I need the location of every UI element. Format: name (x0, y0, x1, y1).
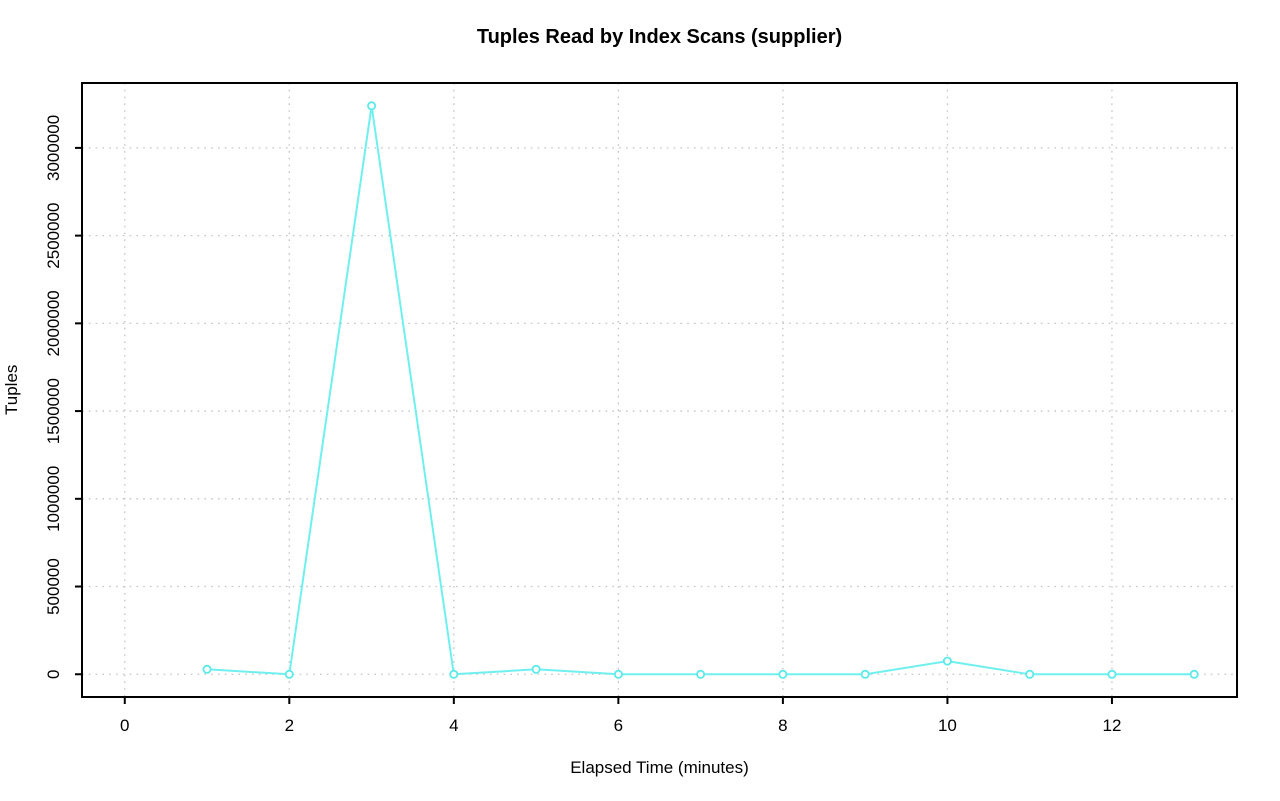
data-point-marker (778, 669, 788, 679)
y-tick-label: 2500000 (44, 203, 63, 269)
x-tick-label: 8 (778, 716, 787, 735)
y-tick-label: 1000000 (44, 466, 63, 532)
x-axis-label: Elapsed Time (minutes) (570, 758, 749, 777)
data-point-marker (284, 669, 294, 679)
data-point-marker (449, 669, 459, 679)
x-tick-label: 4 (449, 716, 458, 735)
x-tick-label: 0 (120, 716, 129, 735)
y-tick-label: 500000 (44, 558, 63, 615)
x-tick-label: 6 (614, 716, 623, 735)
y-tick-label: 1500000 (44, 378, 63, 444)
plot-border (81, 82, 1238, 698)
data-point-marker (696, 669, 706, 679)
chart-title: Tuples Read by Index Scans (supplier) (476, 26, 843, 48)
data-point-marker (531, 664, 541, 674)
data-point-marker (1189, 669, 1199, 679)
data-point-marker (613, 669, 623, 679)
x-tick-label: 12 (1102, 716, 1121, 735)
x-tick-label: 2 (285, 716, 294, 735)
data-point-marker (1107, 669, 1117, 679)
y-tick-label: 0 (44, 670, 63, 679)
data-point-marker (202, 664, 212, 674)
data-point-marker (1025, 669, 1035, 679)
x-tick-label: 10 (938, 716, 957, 735)
data-point-marker (942, 656, 952, 666)
y-tick-label: 2000000 (44, 290, 63, 356)
data-point-marker (860, 669, 870, 679)
data-point-marker (367, 101, 377, 111)
y-tick-label: 3000000 (44, 115, 63, 181)
series-line (206, 104, 1196, 676)
